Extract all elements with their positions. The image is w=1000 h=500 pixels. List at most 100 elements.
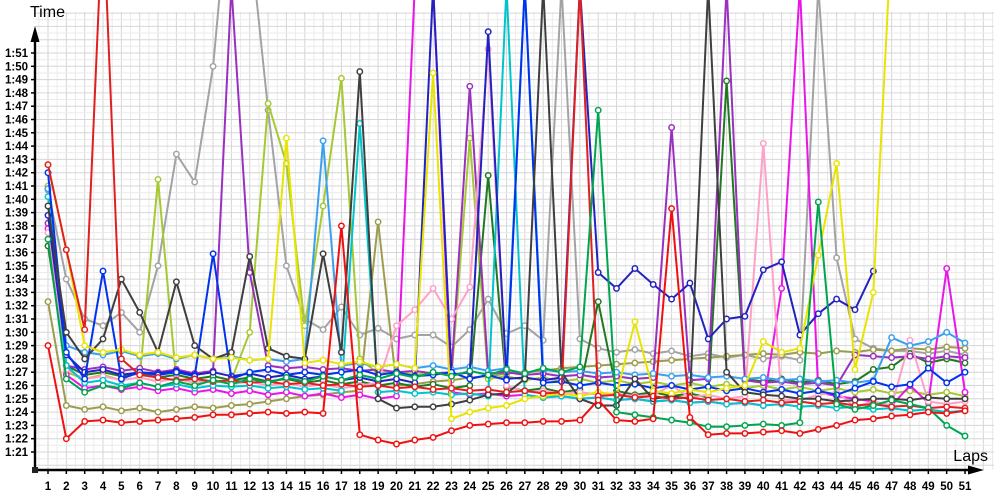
- x-tick-label: 17: [335, 481, 348, 493]
- data-point: [778, 376, 786, 384]
- y-axis-title: Time: [30, 4, 65, 21]
- data-point: [448, 372, 455, 380]
- data-point: [191, 375, 199, 383]
- data-point: [99, 416, 107, 424]
- data-point: [961, 388, 969, 396]
- series-red: [44, 205, 969, 448]
- data-point: [264, 100, 272, 107]
- data-point: [282, 262, 290, 270]
- data-point: [594, 269, 602, 276]
- data-point: [778, 258, 786, 266]
- data-point: [668, 347, 676, 355]
- data-point: [723, 384, 731, 392]
- data-point: [282, 409, 290, 417]
- data-point: [191, 178, 199, 186]
- y-tick-label: 1:24: [5, 407, 29, 419]
- data-point: [869, 402, 877, 409]
- data-point: [759, 420, 767, 428]
- y-tick-label: 1:28: [5, 354, 29, 366]
- data-point: [301, 408, 309, 416]
- data-point: [869, 415, 877, 423]
- data-point: [374, 436, 382, 444]
- data-point: [668, 395, 676, 403]
- data-point: [301, 359, 309, 367]
- data-point: [668, 372, 676, 380]
- data-point: [961, 344, 969, 352]
- x-tick-label: 24: [463, 481, 476, 493]
- y-tick-label: 1:41: [5, 181, 29, 193]
- data-point: [741, 421, 749, 429]
- data-point: [759, 374, 767, 381]
- data-point: [723, 429, 731, 437]
- data-point: [209, 250, 217, 258]
- data-point: [851, 306, 859, 314]
- data-point: [906, 352, 914, 360]
- data-point: [814, 310, 822, 318]
- data-point: [539, 364, 547, 372]
- data-point: [337, 368, 345, 376]
- data-point: [888, 396, 896, 404]
- y-tick-label: 1:33: [5, 287, 28, 299]
- data-point: [521, 370, 529, 377]
- data-point: [356, 68, 364, 76]
- x-tick-label: 37: [702, 481, 715, 493]
- y-tick-label: 1:27: [5, 367, 28, 379]
- data-point: [503, 376, 510, 384]
- data-point: [429, 362, 437, 370]
- x-tick-labels: 1 2 3 4 5 6 7 8 9 10 11 12 13 14 15 16 17 18 19 20 21 22 23 24 2…: [45, 470, 972, 493]
- x-tick-label: 11: [225, 481, 238, 493]
- data-point: [833, 421, 841, 429]
- data-point: [833, 347, 841, 355]
- data-point: [448, 415, 455, 423]
- data-point: [319, 202, 327, 210]
- data-point: [576, 392, 584, 400]
- data-point: [943, 409, 951, 417]
- x-tick-label: 35: [665, 481, 678, 493]
- data-point: [136, 417, 144, 425]
- data-point: [723, 77, 731, 85]
- data-point: [319, 137, 327, 145]
- data-point: [906, 380, 914, 388]
- data-point: [943, 343, 951, 351]
- data-point: [704, 388, 712, 396]
- data-point: [668, 416, 676, 424]
- x-tick-label: 42: [794, 481, 807, 493]
- x-tick-label: 5: [118, 481, 125, 493]
- data-point: [246, 253, 254, 260]
- data-point: [209, 368, 217, 376]
- data-point: [943, 352, 951, 360]
- data-point: [117, 375, 125, 383]
- data-point: [961, 339, 969, 347]
- data-point: [136, 328, 144, 336]
- data-point: [282, 134, 290, 142]
- data-point: [906, 400, 914, 408]
- data-point: [154, 383, 162, 391]
- data-point: [337, 394, 345, 401]
- x-tick-label: 32: [610, 481, 623, 493]
- data-point: [99, 348, 107, 356]
- data-point: [888, 347, 896, 355]
- data-point: [961, 368, 969, 376]
- data-point: [81, 326, 89, 334]
- x-axis-title: Laps: [953, 448, 988, 465]
- data-point: [631, 346, 639, 354]
- data-point: [924, 346, 932, 354]
- data-point: [668, 382, 676, 389]
- data-point: [136, 404, 144, 412]
- data-point: [62, 402, 70, 409]
- data-point: [759, 402, 767, 409]
- data-point: [337, 74, 345, 82]
- x-tick-label: 30: [573, 481, 586, 493]
- data-point: [778, 348, 786, 356]
- data-point: [631, 359, 639, 367]
- data-point: [81, 355, 89, 363]
- y-tick-label: 1:39: [5, 208, 28, 220]
- data-point: [319, 250, 327, 258]
- x-tick-label: 40: [757, 481, 770, 493]
- data-point: [851, 379, 859, 387]
- data-point: [741, 312, 749, 320]
- data-point: [466, 283, 474, 291]
- data-point: [282, 364, 290, 372]
- data-point: [649, 415, 657, 423]
